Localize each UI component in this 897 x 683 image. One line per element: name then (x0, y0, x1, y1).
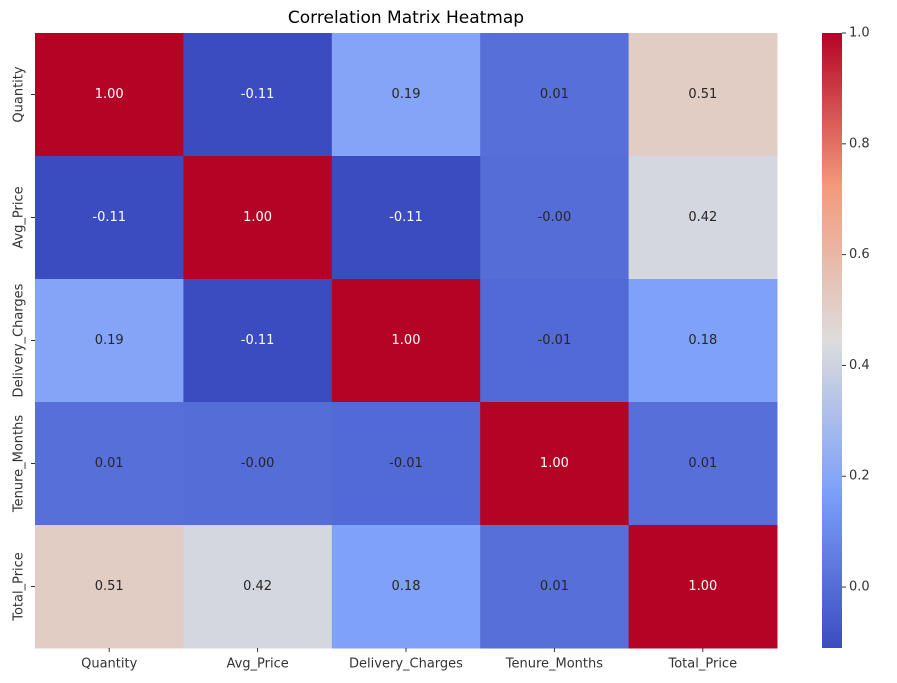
y-tick-label: Delivery_Charges (12, 283, 27, 397)
heatmap-cell (331, 156, 481, 280)
cell-label: 0.19 (95, 333, 124, 348)
cell-label: -0.01 (389, 456, 423, 471)
cell-label: 0.51 (95, 579, 124, 594)
x-tick-label: Total_Price (668, 657, 738, 672)
heatmap-cell (35, 279, 184, 403)
heatmap-cell (183, 279, 333, 403)
cell-label: -0.11 (241, 333, 275, 348)
cell-label: 0.51 (688, 87, 717, 102)
cell-label: 1.00 (243, 210, 272, 225)
cell-label: 0.19 (392, 87, 421, 102)
y-tick-label: Total_Price (12, 552, 27, 622)
heatmap-cell (183, 525, 333, 649)
cell-label: 1.00 (688, 579, 717, 594)
colorbar-tick-label: 1.0 (849, 26, 870, 41)
y-tick-label: Quantity (12, 66, 27, 122)
cell-label: -0.00 (241, 456, 275, 471)
x-tick-label: Delivery_Charges (349, 657, 463, 672)
cell-label: -0.01 (538, 333, 572, 348)
heatmap-cell (628, 33, 778, 157)
heatmap-cell (35, 525, 184, 649)
cell-label: 0.42 (688, 210, 717, 225)
cell-label: 0.01 (540, 87, 569, 102)
y-tick-label: Tenure_Months (12, 415, 27, 514)
heatmap-cell (480, 402, 630, 526)
colorbar-tick-label: 0.2 (849, 469, 870, 484)
cell-label: 0.01 (95, 456, 124, 471)
cell-label: 0.01 (688, 456, 717, 471)
heatmap-cell (183, 402, 333, 526)
chart-title: Correlation Matrix Heatmap (288, 8, 524, 28)
cell-label: 1.00 (95, 87, 124, 102)
cell-label: -0.11 (92, 210, 126, 225)
y-tick-label: Avg_Price (12, 186, 27, 248)
heatmap-cell (35, 402, 184, 526)
heatmap-cell (480, 33, 630, 157)
heatmap-cell (628, 279, 778, 403)
cell-label: 0.18 (688, 333, 717, 348)
colorbar-tick-label: 0.4 (849, 358, 870, 373)
heatmap-cell (331, 525, 481, 649)
heatmap-cell (480, 156, 630, 280)
colorbar-tick-label: 0.8 (849, 136, 870, 151)
colorbar-tick-label: 0.0 (849, 580, 870, 595)
cell-label: 0.42 (243, 579, 272, 594)
x-tick-label: Quantity (81, 657, 137, 672)
heatmap-cell (183, 156, 333, 280)
heatmap-cell (331, 279, 481, 403)
cell-label: 1.00 (540, 456, 569, 471)
heatmap-cell (628, 402, 778, 526)
cell-label: 0.01 (540, 579, 569, 594)
x-tick-label: Avg_Price (226, 657, 288, 672)
cell-label: 1.00 (392, 333, 421, 348)
cell-label: -0.11 (241, 87, 275, 102)
colorbar-tick-label: 0.6 (849, 247, 870, 262)
heatmap-cell (628, 156, 778, 280)
heatmap-cell (35, 156, 184, 280)
heatmap-cell (331, 33, 481, 157)
colorbar (822, 33, 842, 648)
heatmap-cell (480, 279, 630, 403)
cell-label: -0.00 (538, 210, 572, 225)
cell-label: -0.11 (389, 210, 423, 225)
heatmap-cell (331, 402, 481, 526)
heatmap-cell (35, 33, 184, 157)
heatmap-cell (628, 525, 778, 649)
x-tick-label: Tenure_Months (505, 657, 604, 672)
heatmap-cell (480, 525, 630, 649)
cell-label: 0.18 (392, 579, 421, 594)
heatmap-cell (183, 33, 333, 157)
